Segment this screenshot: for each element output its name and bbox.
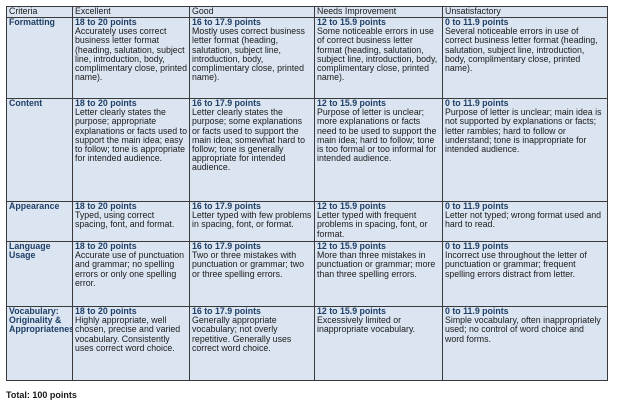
table-row: Appearance 18 to 20 points Typed, using c…: [6, 201, 608, 242]
points-range: 18 to 20 points: [75, 98, 137, 108]
points-range: 18 to 20 points: [75, 241, 137, 251]
cell-description: Purpose of letter is unclear; more expla…: [317, 107, 437, 164]
cell-description: Generally appropriate vocabulary; not ov…: [192, 315, 292, 353]
cell-description: Some noticeable errors in use of correct…: [317, 26, 438, 83]
rubric-cell: 16 to 17.9 points Letter typed with few p…: [189, 201, 315, 242]
points-range: 18 to 20 points: [75, 17, 137, 27]
points-range: 16 to 17.9 points: [192, 201, 261, 211]
cell-description: Letter typed with few problems in spacin…: [192, 210, 312, 230]
table-row: Content 18 to 20 points Letter clearly st…: [6, 98, 608, 202]
header-good: Good: [189, 6, 315, 18]
cell-description: Several noticeable errors in use of corr…: [445, 26, 598, 74]
rubric-cell: 16 to 17.9 points Generally appropriate v…: [189, 306, 315, 381]
rubric-cell: 0 to 11.9 points Simple vocabulary, often…: [442, 306, 608, 381]
points-range: 16 to 17.9 points: [192, 98, 261, 108]
cell-description: Mostly uses correct business letter form…: [192, 26, 305, 83]
criterion-label: Vocabulary: Originality & Appropriatenes…: [6, 306, 73, 381]
rubric-cell: 16 to 17.9 points Two or three mistakes w…: [189, 241, 315, 307]
rubric-cell: 18 to 20 points Accurate use of punctuati…: [72, 241, 190, 307]
points-range: 16 to 17.9 points: [192, 241, 261, 251]
cell-description: Typed, using correct spacing, font, and …: [75, 210, 175, 230]
total-points: Total: 100 points: [6, 390, 77, 400]
cell-description: Purpose of letter is unclear; main idea …: [445, 107, 602, 155]
cell-description: Letter not typed; wrong format used and …: [445, 210, 601, 230]
rubric-cell: 0 to 11.9 points Incorrect use throughout…: [442, 241, 608, 307]
header-needs-improvement: Needs Improvement: [314, 6, 443, 18]
cell-description: Highly appropriate, well chosen, precise…: [75, 315, 181, 353]
rubric-cell: 0 to 11.9 points Several noticeable error…: [442, 17, 608, 99]
points-range: 16 to 17.9 points: [192, 306, 261, 316]
cell-description: Letter clearly states the purpose; appro…: [75, 107, 187, 164]
rubric-cell: 18 to 20 points Typed, using correct spac…: [72, 201, 190, 242]
table-row: Formatting 18 to 20 points Accurately use…: [6, 17, 608, 99]
header-excellent: Excellent: [72, 6, 190, 18]
rubric-cell: 18 to 20 points Highly appropriate, well …: [72, 306, 190, 381]
points-range: 0 to 11.9 points: [445, 306, 509, 316]
points-range: 18 to 20 points: [75, 306, 137, 316]
header-row: Criteria Excellent Good Needs Improvemen…: [6, 6, 608, 18]
points-range: 18 to 20 points: [75, 201, 137, 211]
points-range: 12 to 15.9 points: [317, 201, 386, 211]
points-range: 16 to 17.9 points: [192, 17, 261, 27]
cell-description: Letter typed with frequent problems in s…: [317, 210, 428, 239]
table-row: Vocabulary: Originality & Appropriatenes…: [6, 306, 608, 381]
points-range: 0 to 11.9 points: [445, 17, 509, 27]
criterion-label: Appearance: [6, 201, 73, 242]
rubric-cell: 12 to 15.9 points Excessively limited or …: [314, 306, 443, 381]
cell-description: Accurate use of punctuation and grammar;…: [75, 250, 185, 288]
cell-description: Excessively limited or inappropriate voc…: [317, 315, 416, 335]
points-range: 12 to 15.9 points: [317, 17, 386, 27]
points-range: 0 to 11.9 points: [445, 98, 509, 108]
points-range: 12 to 15.9 points: [317, 241, 386, 251]
points-range: 0 to 11.9 points: [445, 201, 509, 211]
rubric-cell: 18 to 20 points Accurately uses correct b…: [72, 17, 190, 99]
table-row: Language Usage 18 to 20 points Accurate u…: [6, 241, 608, 307]
criterion-label: Formatting: [6, 17, 73, 99]
cell-description: Two or three mistakes with punctuation o…: [192, 250, 304, 279]
rubric-cell: 18 to 20 points Letter clearly states the…: [72, 98, 190, 202]
criterion-label: Language Usage: [6, 241, 73, 307]
cell-description: Simple vocabulary, often inappropriately…: [445, 315, 601, 344]
points-range: 12 to 15.9 points: [317, 98, 386, 108]
rubric-cell: 0 to 11.9 points Letter not typed; wrong …: [442, 201, 608, 242]
rubric-cell: 16 to 17.9 points Mostly uses correct bus…: [189, 17, 315, 99]
cell-description: Letter clearly states the purpose; some …: [192, 107, 305, 173]
rubric-cell: 16 to 17.9 points Letter clearly states t…: [189, 98, 315, 202]
rubric-cell: 0 to 11.9 points Purpose of letter is unc…: [442, 98, 608, 202]
rubric-cell: 12 to 15.9 points Letter typed with frequ…: [314, 201, 443, 242]
points-range: 12 to 15.9 points: [317, 306, 386, 316]
criterion-label: Content: [6, 98, 73, 202]
rubric-table: Criteria Excellent Good Needs Improvemen…: [6, 6, 608, 381]
rubric-cell: 12 to 15.9 points Purpose of letter is un…: [314, 98, 443, 202]
rubric-cell: 12 to 15.9 points Some noticeable errors …: [314, 17, 443, 99]
cell-description: Incorrect use throughout the letter of p…: [445, 250, 587, 279]
cell-description: More than three mistakes in punctuation …: [317, 250, 436, 279]
points-range: 0 to 11.9 points: [445, 241, 509, 251]
rubric-cell: 12 to 15.9 points More than three mistake…: [314, 241, 443, 307]
header-criteria: Criteria: [6, 6, 73, 18]
header-unsatisfactory: Unsatisfactory: [442, 6, 608, 18]
cell-description: Accurately uses correct business letter …: [75, 26, 187, 83]
